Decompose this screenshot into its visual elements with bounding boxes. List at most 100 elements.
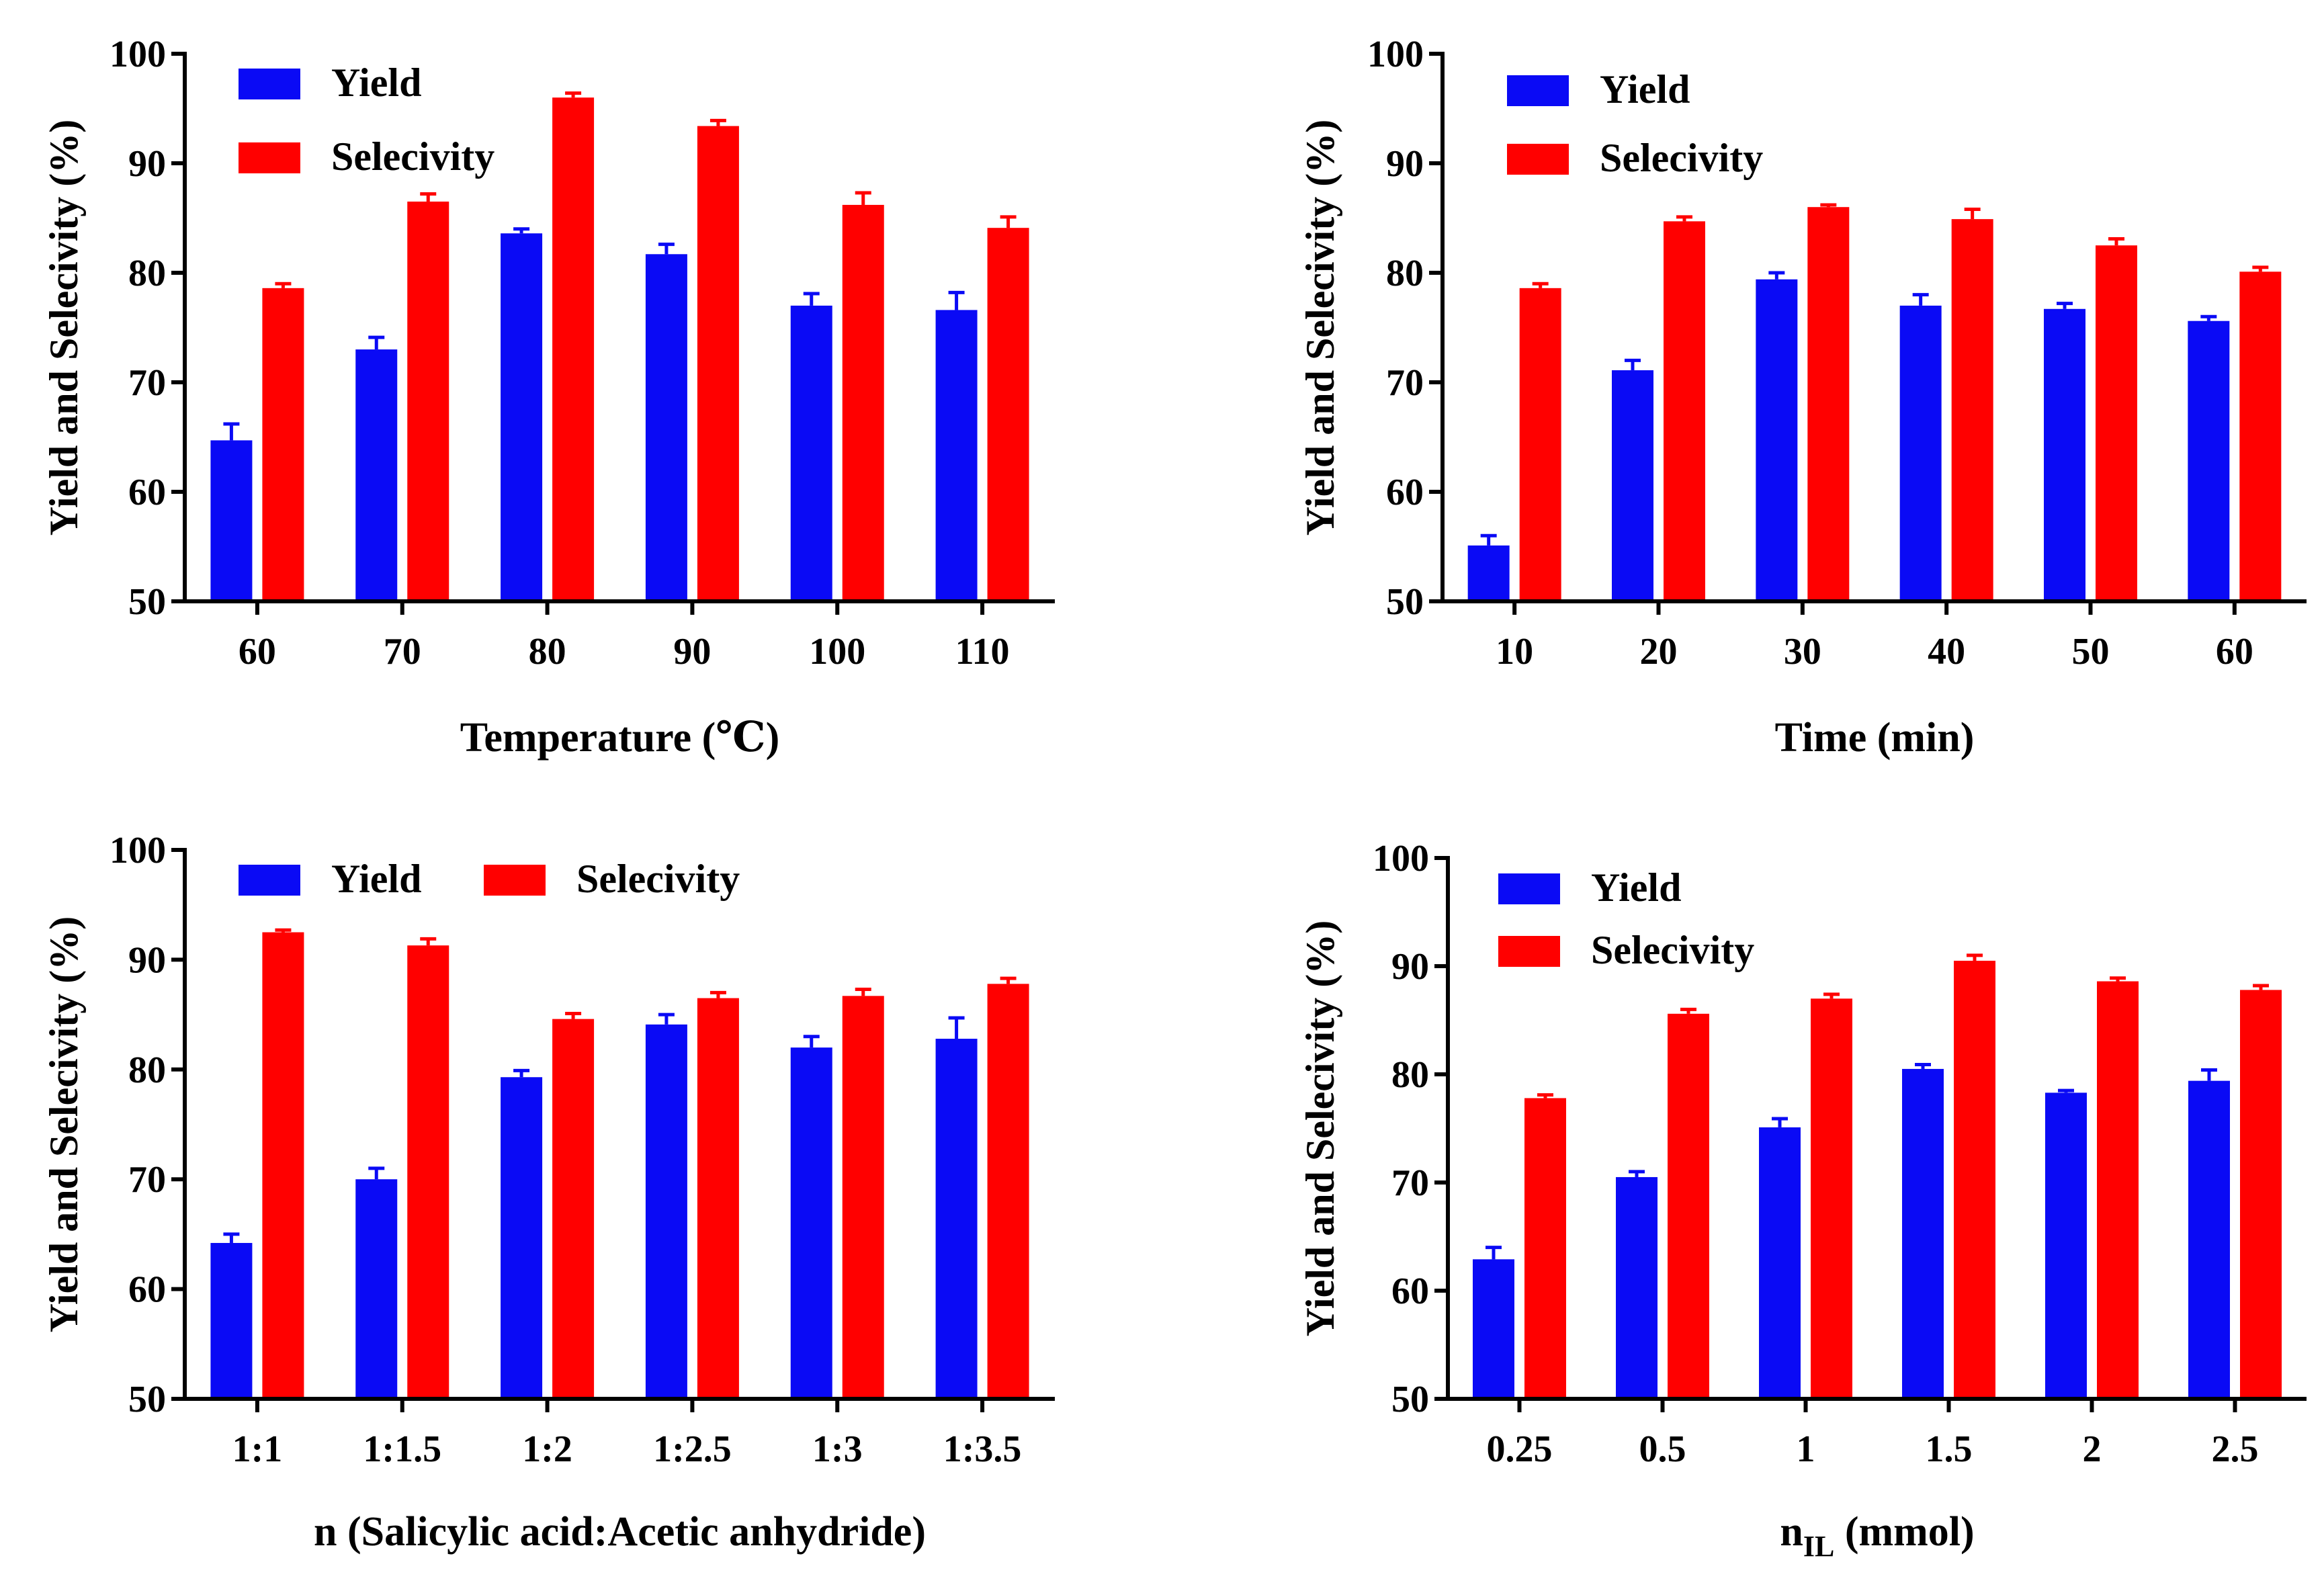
y-axis-title: Yield and Selecivity (%)	[42, 120, 86, 535]
y-tick-label-60: 60	[1391, 1271, 1429, 1312]
selectivity-bar-10	[1519, 288, 1561, 601]
y-tick-label-70: 70	[128, 362, 166, 404]
yield-bar-20	[1612, 370, 1653, 601]
y-tick-label-50: 50	[128, 581, 166, 623]
yield-bar-30	[1756, 279, 1798, 601]
y-tick-label-100: 100	[110, 34, 166, 75]
x-axis-title: nIL (mmol)	[1780, 1509, 1974, 1563]
selectivity-bar-100	[842, 204, 884, 601]
x-tick-label-0.25: 0.25	[1487, 1428, 1553, 1470]
x-axis-title: Time (min)	[1775, 715, 1975, 761]
selectivity-bar-2	[2097, 981, 2139, 1399]
y-tick-label-90: 90	[1386, 143, 1424, 185]
x-tick-label-2: 2	[2083, 1428, 2102, 1470]
y-axis-title: Yield and Selecivity (%)	[1298, 120, 1342, 535]
selectivity-bar-1.5	[1954, 960, 1995, 1399]
selectivity-bar-90	[697, 126, 739, 601]
selectivity-bar-80	[552, 97, 595, 601]
yield-bar-0.5	[1616, 1176, 1658, 1399]
y-tick-label-80: 80	[128, 253, 166, 294]
selectivity-bar-1:3.5	[987, 984, 1029, 1399]
y-tick-label-70: 70	[128, 1159, 166, 1201]
legend-swatch-selectivity	[239, 142, 300, 173]
yield-bar-10	[1467, 545, 1510, 601]
legend-swatch-yield	[1507, 75, 1569, 106]
yield-bar-1:1	[210, 1242, 253, 1399]
y-tick-label-50: 50	[1386, 581, 1424, 623]
legend-label-yield: Yield	[1591, 865, 1681, 910]
x-tick-label-90: 90	[673, 631, 711, 673]
legend-swatch-yield	[1498, 873, 1560, 904]
yield-bar-1:1.5	[355, 1179, 398, 1399]
chart-panel-3: 50 60 70 80 90 100 1:1 1:1.5 1:2 1:2.5 1:3 1:3.5 Yie…	[42, 830, 1055, 1555]
yield-bar-1:3.5	[935, 1039, 978, 1399]
x-tick-label-60: 60	[239, 631, 276, 673]
y-tick-label-90: 90	[128, 939, 166, 981]
yield-bar-60	[2188, 320, 2230, 601]
yield-bar-1:2	[501, 1077, 543, 1399]
legend-label-selectivity: Selecivity	[1600, 136, 1763, 180]
selectivity-bar-1:1.5	[407, 945, 449, 1399]
y-tick-label-80: 80	[128, 1049, 166, 1091]
x-tick-label-30: 30	[1784, 631, 1821, 673]
y-tick-label-80: 80	[1391, 1054, 1429, 1096]
yield-bar-1:2.5	[645, 1024, 687, 1399]
selectivity-bar-60	[262, 288, 304, 601]
chart-panel-2: 50 60 70 80 90 100 10 20 30 40 50 60 Yield and Selec…	[1298, 34, 2307, 761]
selectivity-bar-1:2.5	[697, 998, 739, 1399]
x-axis-title: n (Salicylic acid:Acetic anhydride)	[314, 1509, 926, 1555]
y-tick-label-90: 90	[1391, 946, 1429, 988]
selectivity-bar-40	[1951, 219, 1993, 601]
x-tick-label-1:2.5: 1:2.5	[653, 1428, 732, 1470]
yield-bar-50	[2044, 308, 2085, 601]
x-tick-label-0.5: 0.5	[1639, 1428, 1686, 1470]
x-tick-label-2.5: 2.5	[2212, 1428, 2259, 1470]
x-tick-label-10: 10	[1496, 631, 1533, 673]
chart-panel-4: 50 60 70 80 90 100 0.25 0.5 1 1.5 2 2.5 Yield and Se…	[1298, 838, 2307, 1563]
yield-bar-60	[210, 440, 253, 601]
yield-bar-0.25	[1473, 1259, 1514, 1399]
selectivity-bar-1:3	[842, 996, 884, 1399]
selectivity-bar-0.5	[1668, 1013, 1709, 1399]
yield-bar-110	[935, 310, 978, 601]
y-tick-label-60: 60	[128, 1269, 166, 1311]
x-tick-label-1:3: 1:3	[812, 1428, 863, 1470]
x-tick-label-1:3.5: 1:3.5	[943, 1428, 1022, 1470]
y-axis-title: Yield and Selecivity (%)	[42, 916, 86, 1332]
legend-label-selectivity: Selecivity	[576, 857, 740, 901]
selectivity-bar-50	[2096, 245, 2137, 601]
legend-label-selectivity: Selecivity	[1591, 928, 1754, 972]
y-tick-label-50: 50	[1391, 1379, 1429, 1420]
x-axis-title: Temperature (℃)	[460, 715, 779, 761]
x-axis-title-main: n	[1780, 1509, 1803, 1555]
yield-bar-2	[2045, 1092, 2087, 1399]
selectivity-bar-1:2	[552, 1019, 595, 1399]
legend-swatch-selectivity	[1507, 144, 1569, 175]
x-axis-title-subscript: IL	[1803, 1530, 1834, 1563]
yield-bar-1.5	[1902, 1068, 1944, 1399]
legend-swatch-yield	[239, 865, 300, 896]
legend-label-yield: Yield	[1600, 67, 1690, 112]
legend-swatch-yield	[239, 69, 300, 99]
x-tick-label-1: 1	[1797, 1428, 1815, 1470]
yield-bar-40	[1899, 305, 1942, 601]
x-tick-label-1:1.5: 1:1.5	[363, 1428, 441, 1470]
x-tick-label-40: 40	[1928, 631, 1965, 673]
x-tick-label-1:1: 1:1	[232, 1428, 283, 1470]
x-axis-title-rest: (mmol)	[1834, 1509, 1974, 1555]
yield-bar-90	[645, 254, 687, 601]
x-tick-label-20: 20	[1640, 631, 1678, 673]
x-tick-label-100: 100	[809, 631, 865, 673]
x-tick-label-110: 110	[955, 631, 1010, 673]
selectivity-bar-2.5	[2240, 990, 2282, 1399]
yield-bar-80	[501, 233, 543, 601]
x-tick-label-50: 50	[2072, 631, 2110, 673]
x-tick-label-70: 70	[384, 631, 421, 673]
selectivity-bar-1:1	[262, 932, 304, 1399]
y-tick-label-100: 100	[1373, 838, 1429, 879]
selectivity-bar-1	[1811, 998, 1852, 1399]
y-tick-label-70: 70	[1391, 1162, 1429, 1204]
y-tick-label-60: 60	[128, 472, 166, 513]
legend-swatch-selectivity	[484, 865, 546, 896]
